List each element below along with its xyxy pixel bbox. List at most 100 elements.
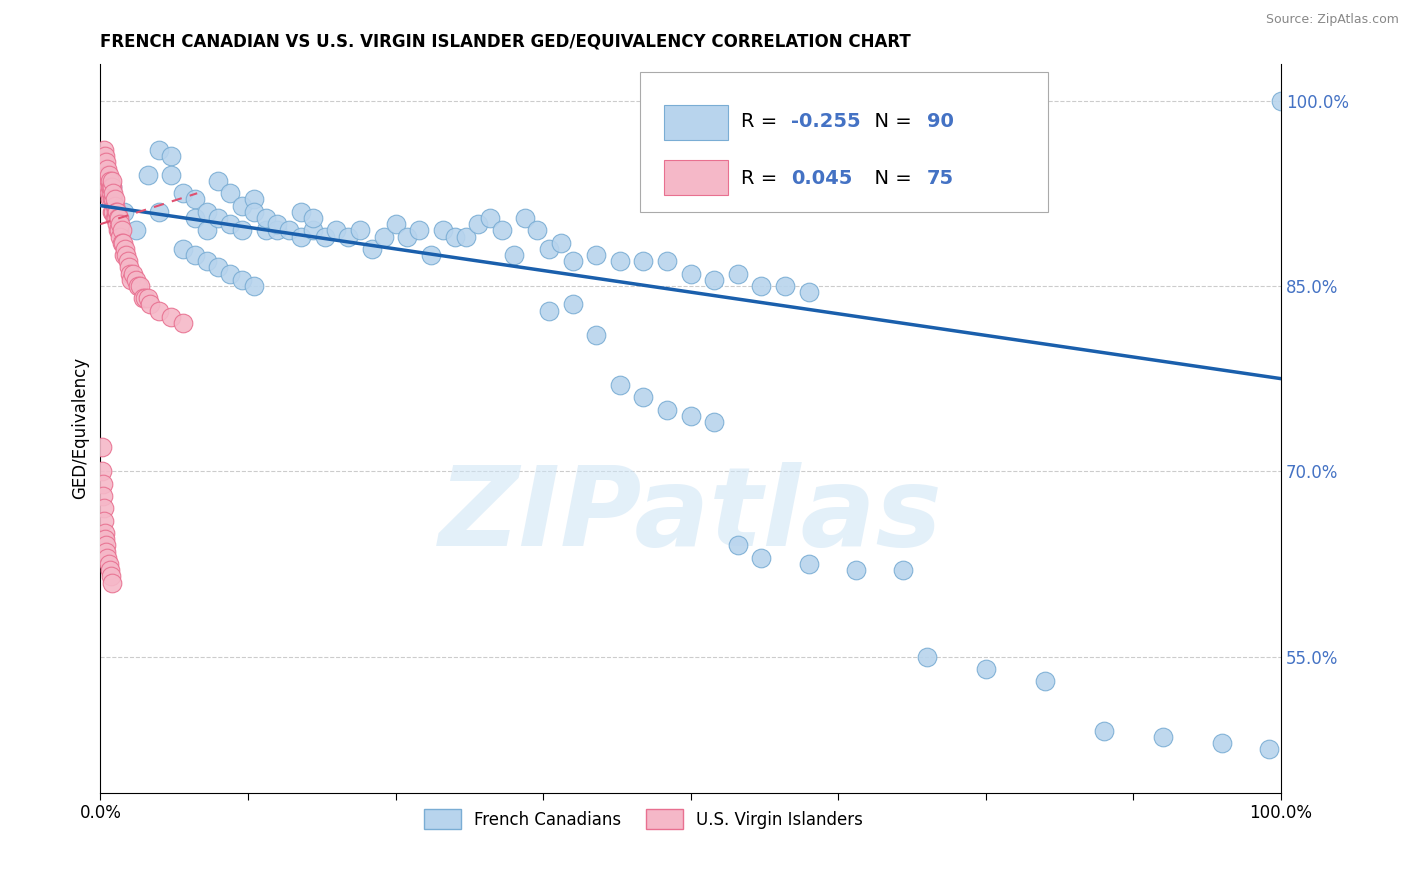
Point bbox=[114, 242, 136, 256]
Point bbox=[98, 563, 121, 577]
Point bbox=[93, 143, 115, 157]
Point bbox=[105, 204, 128, 219]
Point bbox=[101, 193, 124, 207]
Point bbox=[502, 248, 524, 262]
Point bbox=[110, 235, 132, 250]
Point bbox=[97, 557, 120, 571]
Point bbox=[679, 267, 702, 281]
Text: -0.255: -0.255 bbox=[792, 112, 860, 131]
Point bbox=[478, 211, 501, 225]
Point bbox=[96, 168, 118, 182]
Point bbox=[136, 168, 159, 182]
Point bbox=[96, 161, 118, 176]
Point bbox=[132, 291, 155, 305]
Point bbox=[561, 254, 583, 268]
Point bbox=[103, 193, 125, 207]
Point bbox=[98, 174, 121, 188]
Point bbox=[195, 204, 218, 219]
Point bbox=[94, 149, 117, 163]
Point bbox=[96, 180, 118, 194]
Point bbox=[207, 174, 229, 188]
Point bbox=[432, 223, 454, 237]
Point bbox=[118, 260, 141, 275]
Point bbox=[266, 217, 288, 231]
Point bbox=[207, 211, 229, 225]
Text: ZIPatlas: ZIPatlas bbox=[439, 462, 942, 569]
Point bbox=[633, 390, 655, 404]
Point bbox=[266, 223, 288, 237]
Point bbox=[112, 204, 135, 219]
Point bbox=[110, 217, 132, 231]
Point bbox=[117, 254, 139, 268]
Point bbox=[108, 211, 131, 225]
Point bbox=[94, 526, 117, 541]
Point bbox=[467, 217, 489, 231]
Point bbox=[195, 223, 218, 237]
Point bbox=[112, 248, 135, 262]
Point bbox=[103, 204, 125, 219]
Point bbox=[122, 267, 145, 281]
Point bbox=[94, 533, 117, 547]
Point bbox=[1033, 674, 1056, 689]
Point bbox=[125, 273, 148, 287]
Point bbox=[243, 279, 266, 293]
Point bbox=[118, 267, 141, 281]
Point bbox=[290, 204, 312, 219]
Point bbox=[139, 297, 162, 311]
Point bbox=[96, 174, 118, 188]
Point bbox=[302, 211, 325, 225]
Point bbox=[160, 310, 183, 324]
Point bbox=[915, 649, 938, 664]
Point bbox=[491, 223, 513, 237]
Point bbox=[91, 149, 114, 163]
Point bbox=[974, 662, 997, 676]
Point bbox=[184, 193, 207, 207]
Point bbox=[107, 223, 129, 237]
Point bbox=[110, 223, 132, 237]
Bar bbox=[664, 105, 728, 140]
Point bbox=[101, 575, 124, 590]
Point bbox=[609, 377, 631, 392]
Point bbox=[609, 254, 631, 268]
Point bbox=[1092, 723, 1115, 738]
Text: R =: R = bbox=[741, 112, 785, 131]
Bar bbox=[664, 160, 728, 194]
Point bbox=[107, 211, 129, 225]
Point bbox=[231, 273, 253, 287]
Point bbox=[797, 557, 820, 571]
Text: 75: 75 bbox=[927, 169, 953, 188]
Point bbox=[751, 550, 773, 565]
Point bbox=[104, 211, 127, 225]
Text: 0.045: 0.045 bbox=[792, 169, 852, 188]
Point bbox=[103, 193, 125, 207]
Point bbox=[101, 180, 124, 194]
Point bbox=[361, 242, 384, 256]
Point bbox=[172, 242, 194, 256]
Point bbox=[751, 279, 773, 293]
Point bbox=[302, 223, 325, 237]
Point bbox=[337, 229, 360, 244]
Point bbox=[219, 186, 242, 201]
Point bbox=[314, 229, 336, 244]
Point bbox=[254, 211, 277, 225]
Point bbox=[727, 539, 749, 553]
Point bbox=[550, 235, 572, 250]
Point bbox=[172, 316, 194, 330]
Point bbox=[278, 223, 301, 237]
Point bbox=[243, 193, 266, 207]
Point bbox=[219, 267, 242, 281]
Point bbox=[136, 291, 159, 305]
Point bbox=[98, 193, 121, 207]
Point bbox=[515, 211, 537, 225]
Point bbox=[115, 248, 138, 262]
Point bbox=[195, 254, 218, 268]
Point bbox=[110, 229, 132, 244]
Point bbox=[419, 248, 441, 262]
Point bbox=[90, 464, 112, 478]
Point bbox=[845, 563, 868, 577]
Point bbox=[134, 291, 156, 305]
Point bbox=[127, 279, 149, 293]
Point bbox=[561, 297, 583, 311]
Point bbox=[655, 402, 678, 417]
Text: FRENCH CANADIAN VS U.S. VIRGIN ISLANDER GED/EQUIVALENCY CORRELATION CHART: FRENCH CANADIAN VS U.S. VIRGIN ISLANDER … bbox=[100, 33, 911, 51]
